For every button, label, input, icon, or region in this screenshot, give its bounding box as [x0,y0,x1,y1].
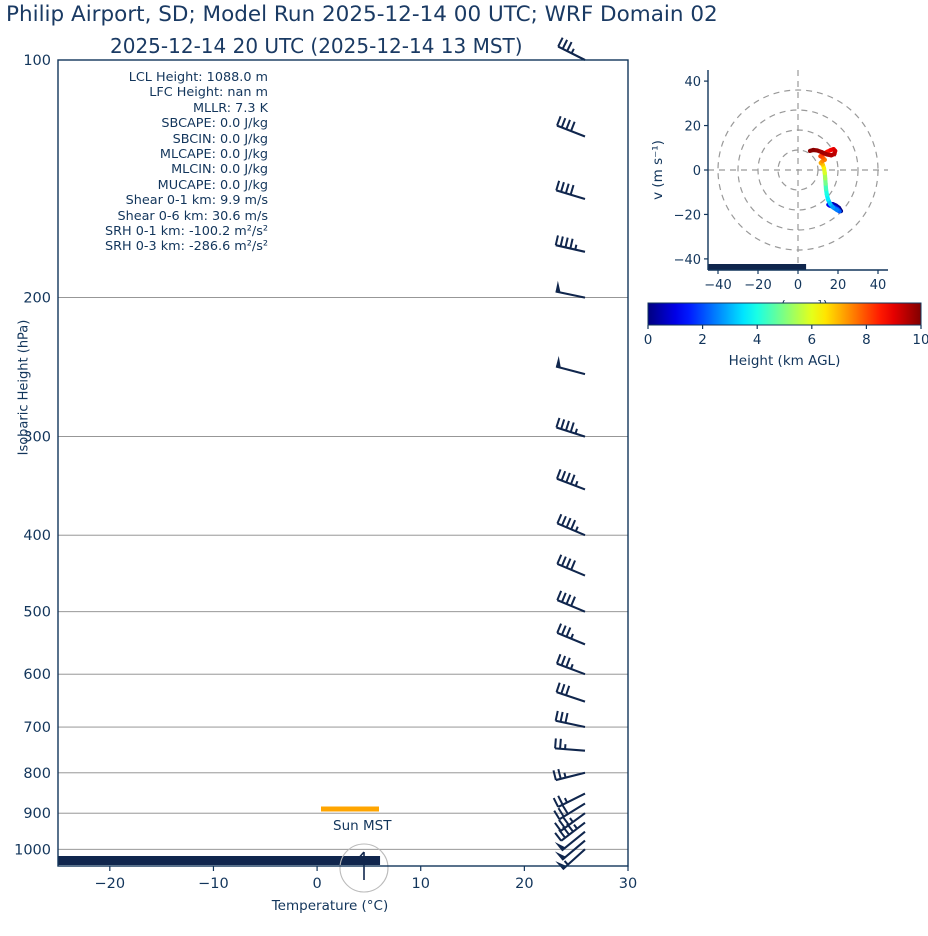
wind-barb [552,792,586,808]
wind-barb [554,235,586,253]
colorbar-tick: 8 [862,332,871,348]
hodograph-y-tick: −20 [674,208,701,223]
wind-barb [555,280,586,299]
hodograph-y-tick: 0 [693,164,701,179]
skewt-y-tick: 100 [23,53,51,69]
wind-barb [555,355,586,376]
wind-barb [556,513,586,537]
hodograph-x-tick: −20 [744,278,771,293]
skewt-y-tick: 300 [23,430,51,446]
page-subtitle: 2025-12-14 20 UTC (2025-12-14 13 MST) [110,34,523,58]
wind-barb [556,115,586,138]
skewt-y-tick: 700 [23,720,51,736]
wind-barb [552,768,586,782]
hodograph-ring [737,109,859,231]
skewt-x-axis-label: Temperature (°C) [271,898,389,914]
wind-barb [556,469,586,491]
skewt-x-tick: 20 [515,876,533,892]
stat-sbcape: SBCAPE: 0.0 J/kg [161,116,268,132]
skewt-y-tick: 600 [23,667,51,683]
skewt-y-tick: 500 [23,605,51,621]
wind-barb [553,802,586,821]
surface-wind-circle [339,843,389,893]
stat-shear-0-1km: Shear 0-1 km: 9.9 m/s [125,193,268,209]
colorbar-tick: 4 [753,332,762,348]
stat-mucape: MUCAPE: 0.0 J/kg [157,177,268,193]
skewt-x-tick: 10 [412,876,430,892]
stat-sbcin: SBCIN: 0.0 J/kg [172,131,268,147]
hodograph-x-tick: 0 [794,278,802,293]
skewt-x-tick: −10 [198,876,229,892]
wind-barb [555,682,586,703]
colorbar-tick: 10 [912,332,928,348]
wind-barb [556,590,586,613]
wind-barb [554,738,586,752]
wind-barb [555,653,586,676]
stat-mlcin: MLCIN: 0.0 J/kg [171,162,268,178]
stat-srh-0-1km: SRH 0-1 km: -100.2 m²/s² [105,224,268,240]
skewt-y-tick: 1000 [14,842,51,858]
skewt-x-tick: 30 [619,876,637,892]
skewt-plot: 100 200 300 400 500 600 700 800 900 1000 −20 −10 0 10… [14,37,637,893]
wind-barb [555,417,586,438]
colorbar [647,302,922,326]
skewt-y-tick: 200 [23,291,51,307]
hodograph-trace [807,147,816,153]
skewt-y-tick: 400 [23,528,51,544]
stat-mllr: MLLR: 7.3 K [193,100,268,116]
page-title: Philip Airport, SD; Model Run 2025-12-14… [6,2,718,27]
stat-srh-0-3km: SRH 0-3 km: -286.6 m²/s² [105,239,268,255]
hodograph-y-axis-label: v (m s⁻¹) [650,140,666,200]
skewt-y-axis-label: Isobaric Height (hPa) [16,319,32,456]
hodograph-y-tick: 20 [684,120,701,135]
stat-shear-0-6km: Shear 0-6 km: 30.6 m/s [117,208,268,224]
colorbar-label: Height (km AGL) [729,353,841,369]
wind-barb [554,839,586,861]
wind-barb [554,821,586,842]
wind-barb [556,554,586,577]
skewt-panel: 100 200 300 400 500 600 700 800 900 1000 −20 −10 0 10… [14,37,637,893]
wind-barb [557,37,586,61]
hodograph-x-tick: 40 [870,278,887,293]
stat-lfc-height: LFC Height: nan m [149,85,268,101]
skewt-y-tick: 800 [23,766,51,782]
stat-lcl-height: LCL Height: 1088.0 m [128,70,268,85]
colorbar-tick: 6 [808,332,817,348]
colorbar-tick: 0 [644,332,653,348]
skewt-x-tick: −20 [95,876,126,892]
wind-barb [556,623,586,646]
skewt-y-tick: 900 [23,806,51,822]
wind-barb [554,812,586,832]
hodograph-x-tick: 20 [830,278,847,293]
skewt-x-tick: 0 [312,876,321,892]
sun-marker-label: Sun MST [333,818,392,834]
sounding-statistics: LCL Height: 1088.0 m LFC Height: nan m M… [0,70,268,255]
night-shading-bar [58,856,381,865]
stat-mlcape: MLCAPE: 0.0 J/kg [159,147,268,163]
wind-barb [555,180,586,200]
wind-barb [554,830,586,852]
hodograph-x-tick: −40 [704,278,731,293]
colorbar-tick: 2 [698,332,707,348]
hodograph-y-tick: −40 [674,253,701,268]
wind-barb [554,710,586,729]
hodograph-y-tick: 40 [684,75,701,90]
